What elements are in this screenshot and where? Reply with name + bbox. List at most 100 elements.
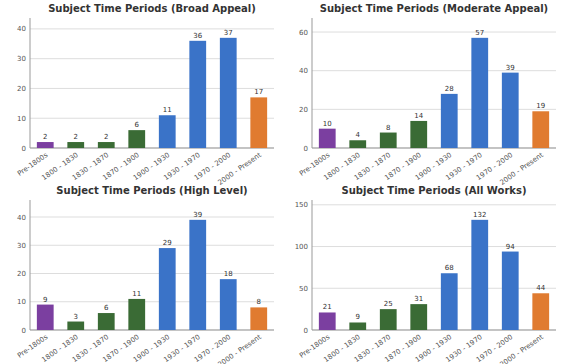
bar bbox=[441, 94, 458, 148]
x-axis-line bbox=[312, 148, 556, 149]
y-tick-label: 20 bbox=[17, 270, 26, 278]
y-tick-label: 0 bbox=[304, 145, 308, 153]
bar bbox=[532, 111, 549, 148]
bars bbox=[37, 220, 267, 330]
y-tick-label: 0 bbox=[22, 145, 26, 153]
bar bbox=[380, 133, 397, 148]
bar bbox=[220, 38, 237, 148]
bar bbox=[98, 313, 115, 330]
bar bbox=[502, 252, 519, 330]
data-label: 3 bbox=[74, 313, 78, 321]
chart-title: Subject Time Periods (All Works) bbox=[341, 185, 526, 196]
x-axis-line bbox=[312, 330, 556, 331]
bar bbox=[128, 130, 145, 148]
bar bbox=[37, 142, 54, 148]
y-tick-label: 0 bbox=[304, 327, 308, 335]
grid-line bbox=[30, 28, 274, 29]
bar bbox=[502, 73, 519, 148]
data-label: 19 bbox=[536, 102, 545, 110]
y-tick-label: 0 bbox=[22, 327, 26, 335]
data-label: 2 bbox=[43, 133, 47, 141]
y-tick-label: 20 bbox=[299, 106, 308, 114]
data-label: 28 bbox=[445, 85, 454, 93]
y-tick-label: 30 bbox=[17, 242, 26, 250]
bar bbox=[159, 248, 176, 330]
bars bbox=[319, 220, 549, 330]
y-tick-label: 60 bbox=[299, 29, 308, 37]
data-label: 2 bbox=[74, 133, 78, 141]
figure: Subject Time Periods (Broad Appeal)01020… bbox=[0, 0, 564, 364]
bar bbox=[250, 97, 267, 148]
data-label: 94 bbox=[506, 243, 515, 251]
grid-line bbox=[30, 217, 274, 218]
data-label: 68 bbox=[445, 264, 454, 272]
bar bbox=[471, 38, 488, 148]
data-label: 36 bbox=[193, 32, 202, 40]
data-label: 8 bbox=[386, 124, 390, 132]
bar bbox=[220, 279, 237, 330]
bars bbox=[37, 38, 267, 148]
y-axis-line bbox=[30, 18, 31, 148]
grid-line bbox=[30, 245, 274, 246]
y-axis-line bbox=[312, 18, 313, 148]
grid-line bbox=[30, 301, 274, 302]
data-label: 21 bbox=[323, 303, 332, 311]
grid-line bbox=[30, 330, 274, 331]
grid-line bbox=[312, 246, 556, 247]
data-label: 39 bbox=[193, 211, 202, 219]
x-axis-line bbox=[30, 330, 274, 331]
y-tick-label: 100 bbox=[295, 243, 308, 251]
grid-line bbox=[30, 273, 274, 274]
data-label: 4 bbox=[356, 131, 361, 139]
bar bbox=[380, 309, 397, 330]
grid-line bbox=[30, 118, 274, 119]
data-label: 8 bbox=[257, 298, 261, 306]
data-label: 14 bbox=[414, 112, 423, 120]
data-label: 2 bbox=[104, 133, 108, 141]
x-tick-label: 2000 - Present bbox=[498, 151, 545, 187]
y-tick-label: 40 bbox=[17, 25, 26, 33]
chart-title: Subject Time Periods (Moderate Appeal) bbox=[320, 3, 548, 14]
bar bbox=[189, 220, 206, 330]
data-label: 57 bbox=[475, 29, 484, 37]
bar bbox=[349, 322, 366, 330]
data-label: 31 bbox=[414, 295, 423, 303]
data-label: 9 bbox=[43, 296, 47, 304]
bar bbox=[189, 41, 206, 148]
data-label: 25 bbox=[384, 300, 393, 308]
bar bbox=[159, 115, 176, 148]
data-label: 6 bbox=[104, 304, 109, 312]
bar bbox=[37, 305, 54, 330]
bar bbox=[98, 142, 115, 148]
data-label: 11 bbox=[132, 290, 141, 298]
data-label: 6 bbox=[135, 121, 140, 129]
y-tick-label: 20 bbox=[17, 85, 26, 93]
data-label: 132 bbox=[473, 211, 486, 219]
bar bbox=[441, 273, 458, 330]
y-tick-label: 150 bbox=[295, 201, 308, 209]
grid-line bbox=[312, 330, 556, 331]
data-label: 29 bbox=[163, 239, 172, 247]
chart-title: Subject Time Periods (High Level) bbox=[56, 185, 247, 196]
bar bbox=[410, 121, 427, 148]
data-label: 39 bbox=[506, 64, 515, 72]
data-label: 44 bbox=[536, 284, 545, 292]
grid-line bbox=[312, 204, 556, 205]
x-tick-label: 2000 - Present bbox=[216, 333, 263, 364]
bar bbox=[67, 322, 84, 330]
y-tick-label: 40 bbox=[17, 214, 26, 222]
x-tick-label: 2000 - Present bbox=[216, 151, 263, 187]
data-label: 11 bbox=[163, 106, 172, 114]
bar bbox=[319, 312, 336, 330]
grid-line bbox=[312, 70, 556, 71]
panel: Subject Time Periods (Broad Appeal)01020… bbox=[16, 3, 274, 187]
bar bbox=[349, 140, 366, 148]
panel: Subject Time Periods (Moderate Appeal) 0 2… bbox=[298, 3, 556, 187]
x-tick-label: 2000 - Present bbox=[498, 333, 545, 364]
grid-line bbox=[312, 148, 556, 149]
bar bbox=[67, 142, 84, 148]
bar bbox=[250, 307, 267, 330]
grid-line bbox=[312, 109, 556, 110]
bar bbox=[410, 304, 427, 330]
data-label: 10 bbox=[323, 120, 332, 128]
